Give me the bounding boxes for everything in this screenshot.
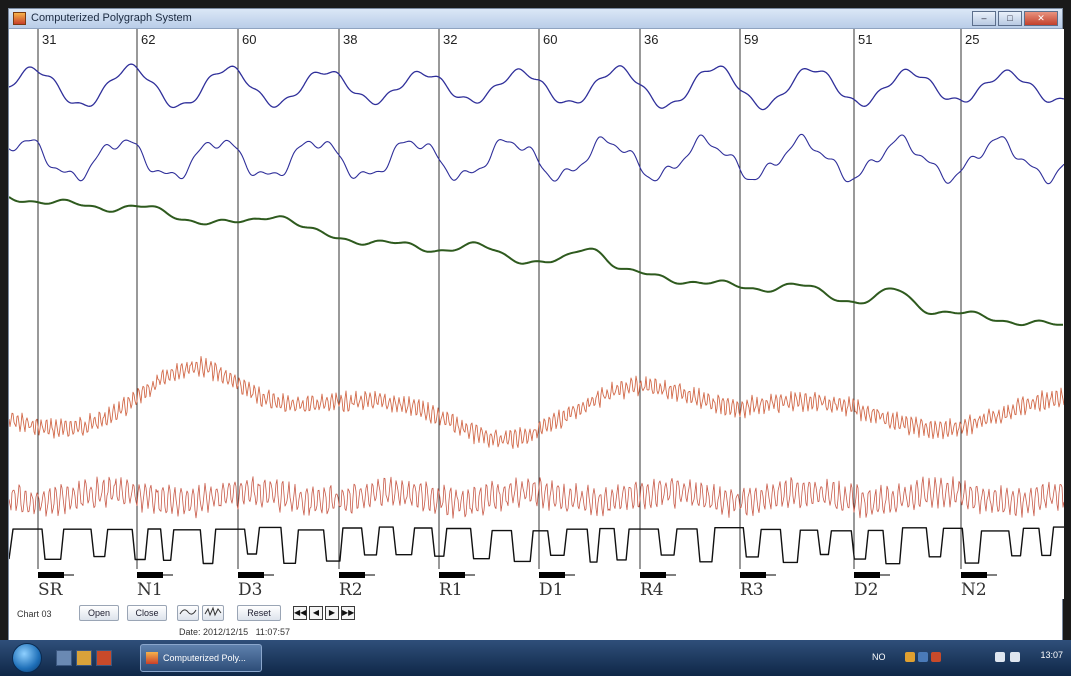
- question-marker-r3: [740, 572, 766, 578]
- close-button[interactable]: Close: [127, 605, 167, 621]
- top-number-6: 60: [543, 32, 557, 47]
- tray-icon-2[interactable]: [918, 652, 928, 662]
- question-marker-r2: [339, 572, 365, 578]
- polygraph-chart: 31 62 60 38 32 60 36 59 51 25 SR N1 D3 R2 R1 D1 R4 R3 D2 N…: [9, 29, 1064, 599]
- top-number-10: 25: [965, 32, 979, 47]
- language-indicator[interactable]: NO: [872, 652, 886, 662]
- chart-name: Chart 03: [17, 609, 52, 619]
- upper-pneumo-trace: [9, 63, 1064, 111]
- question-marker-n2: [961, 572, 987, 578]
- first-page-button[interactable]: ◀◀: [293, 606, 307, 620]
- browser-icon[interactable]: [96, 650, 112, 666]
- question-label-r1: R1: [439, 580, 463, 599]
- top-number-4: 38: [343, 32, 357, 47]
- question-labels: SR N1 D3 R2 R1 D1 R4 R3 D2 N2: [38, 580, 987, 599]
- close-window-button[interactable]: ✕: [1024, 11, 1058, 26]
- question-markers: [38, 572, 997, 578]
- question-label-d2: D2: [854, 580, 878, 599]
- question-label-d1: D1: [539, 580, 563, 599]
- last-page-button[interactable]: ▶▶: [341, 606, 355, 620]
- question-marker-d1: [539, 572, 565, 578]
- question-label-n1: N1: [137, 580, 163, 599]
- tray-icon-3[interactable]: [931, 652, 941, 662]
- volume-icon[interactable]: [1010, 652, 1020, 662]
- question-marker-r1: [439, 572, 465, 578]
- app-icon: [13, 12, 26, 25]
- top-number-2: 62: [141, 32, 155, 47]
- gsr-trace: [9, 196, 1063, 327]
- question-label-r3: R3: [740, 580, 764, 599]
- date-label: Date:: [179, 627, 201, 637]
- top-number-3: 60: [242, 32, 256, 47]
- raw-wave-icon: [204, 606, 222, 617]
- minimize-button[interactable]: –: [972, 11, 996, 26]
- motion-trace: [9, 526, 1064, 565]
- question-marker-sr: [38, 572, 64, 578]
- question-label-r2: R2: [339, 580, 363, 599]
- chart-canvas: 31 62 60 38 32 60 36 59 51 25 SR N1 D3 R2 R1 D1 R4 R3 D2 N…: [9, 29, 1064, 599]
- plethysmo-trace: [9, 476, 1064, 519]
- traces: [9, 63, 1064, 565]
- date-value: 2012/12/15: [203, 627, 249, 637]
- top-number-8: 59: [744, 32, 758, 47]
- taskbar-item-label: Computerized Poly...: [163, 653, 246, 663]
- question-label-sr: SR: [38, 580, 64, 599]
- taskbar: Computerized Poly... NO 13:07: [0, 640, 1071, 676]
- prev-page-button[interactable]: ◀: [309, 606, 323, 620]
- question-label-r4: R4: [640, 580, 664, 599]
- date-time-readout: Date: 2012/12/15 11:07:57: [179, 627, 290, 637]
- polygraph-window: Computerized Polygraph System – □ ✕ 31 62…: [8, 8, 1064, 641]
- app-icon: [146, 652, 158, 664]
- question-marker-d2: [854, 572, 880, 578]
- question-label-n2: N2: [961, 580, 987, 599]
- clock[interactable]: 13:07: [1040, 650, 1063, 660]
- control-bar: Chart 03 Open Close Reset ◀◀ ◀ ▶ ▶▶ Date…: [9, 599, 1062, 641]
- smooth-wave-button[interactable]: [177, 605, 199, 621]
- open-button[interactable]: Open: [79, 605, 119, 621]
- start-button[interactable]: [12, 643, 42, 673]
- top-numbers: 31 62 60 38 32 60 36 59 51 25: [42, 32, 979, 47]
- smooth-wave-icon: [179, 609, 197, 615]
- show-desktop-icon[interactable]: [56, 650, 72, 666]
- top-number-1: 31: [42, 32, 56, 47]
- window-controls: – □ ✕: [972, 11, 1058, 26]
- folder-icon[interactable]: [76, 650, 92, 666]
- tray-icon-1[interactable]: [905, 652, 915, 662]
- title-bar[interactable]: Computerized Polygraph System – □ ✕: [9, 9, 1062, 29]
- next-page-button[interactable]: ▶: [325, 606, 339, 620]
- question-label-d3: D3: [238, 580, 262, 599]
- question-marker-d3: [238, 572, 264, 578]
- question-marker-r4: [640, 572, 666, 578]
- grid-lines: [37, 29, 962, 569]
- cardio-trace: [9, 356, 1064, 449]
- top-number-5: 32: [443, 32, 457, 47]
- window-title: Computerized Polygraph System: [31, 12, 192, 24]
- maximize-button[interactable]: □: [998, 11, 1022, 26]
- time-value: 11:07:57: [255, 627, 290, 637]
- top-number-7: 36: [644, 32, 658, 47]
- network-icon[interactable]: [995, 652, 1005, 662]
- raw-wave-button[interactable]: [202, 605, 224, 621]
- reset-button[interactable]: Reset: [237, 605, 281, 621]
- lower-pneumo-trace: [9, 133, 1064, 185]
- taskbar-item-polygraph[interactable]: Computerized Poly...: [140, 644, 262, 672]
- top-number-9: 51: [858, 32, 872, 47]
- question-marker-n1: [137, 572, 163, 578]
